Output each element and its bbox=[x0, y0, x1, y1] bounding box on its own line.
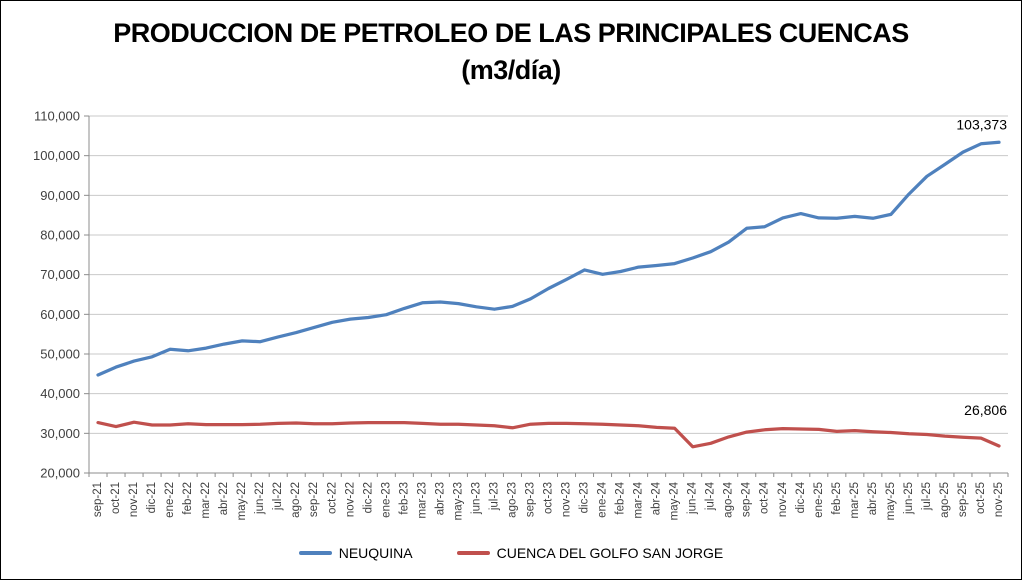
y-tick-label: 70,000 bbox=[40, 267, 80, 282]
x-tick-label: ago-22 bbox=[290, 482, 302, 518]
y-tick-label: 60,000 bbox=[40, 307, 80, 322]
x-tick-label: ene-23 bbox=[380, 482, 392, 518]
data-label: 26,806 bbox=[964, 402, 1007, 418]
x-tick-label: nov-24 bbox=[777, 481, 789, 517]
legend-label-neuquina: NEUQUINA bbox=[338, 545, 413, 561]
gridlines bbox=[89, 115, 1008, 434]
x-tick-label: sep-22 bbox=[308, 482, 320, 517]
axes bbox=[84, 115, 1009, 477]
x-tick-label: jul-24 bbox=[705, 481, 717, 511]
x-tick-label: oct-23 bbox=[543, 482, 555, 514]
x-tick-label: nov-21 bbox=[128, 482, 140, 517]
x-tick-label: ago-25 bbox=[939, 482, 951, 518]
y-tick-label: 80,000 bbox=[40, 228, 80, 243]
x-tick-label: mar-24 bbox=[633, 481, 645, 518]
legend: NEUQUINA CUENCA DEL GOLFO SAN JORGE bbox=[1, 545, 1021, 561]
x-tick-label: mar-25 bbox=[849, 482, 861, 518]
x-tick-label: sep-24 bbox=[741, 481, 753, 517]
x-tick-label: dic-21 bbox=[146, 482, 158, 513]
y-tick-label: 40,000 bbox=[40, 386, 80, 401]
x-tick-label: ago-24 bbox=[723, 481, 735, 517]
x-tick-label: may-24 bbox=[669, 481, 681, 520]
legend-line-swatch-golfo-san-jorge bbox=[456, 551, 490, 555]
x-tick-label: feb-22 bbox=[182, 482, 194, 515]
data-labels: 103,373 26,806 bbox=[956, 116, 1007, 418]
x-tick-label: jul-25 bbox=[921, 482, 933, 511]
x-tick-label: nov-23 bbox=[561, 482, 573, 517]
legend-line-swatch-neuquina bbox=[298, 551, 332, 555]
x-tick-label: may-22 bbox=[236, 482, 248, 520]
chart-title-line2: (m3/día) bbox=[461, 55, 561, 85]
x-tick-label: feb-25 bbox=[831, 482, 843, 515]
legend-label-golfo-san-jorge: CUENCA DEL GOLFO SAN JORGE bbox=[496, 545, 724, 561]
x-tick-label: oct-25 bbox=[975, 482, 987, 514]
legend-item-neuquina: NEUQUINA bbox=[298, 545, 413, 561]
legend-item-golfo-san-jorge: CUENCA DEL GOLFO SAN JORGE bbox=[456, 545, 724, 561]
x-tick-label: dic-23 bbox=[579, 482, 591, 513]
x-tick-label: nov-25 bbox=[993, 482, 1005, 517]
x-tick-label: feb-24 bbox=[615, 481, 627, 514]
x-tick-label: ene-22 bbox=[164, 482, 176, 518]
y-tick-label: 100,000 bbox=[33, 148, 80, 163]
x-tick-label: jun-24 bbox=[687, 481, 699, 515]
x-tick-label: sep-21 bbox=[92, 482, 104, 517]
x-tick-label: mar-22 bbox=[200, 482, 212, 518]
x-axis-labels: sep-21 oct-21 nov-21 dic-21 ene-22 feb-22 mar-… bbox=[92, 481, 1005, 520]
x-tick-label: dic-24 bbox=[795, 481, 807, 513]
chart-title: PRODUCCION DE PETROLEO DE LAS PRINCIPALE… bbox=[1, 15, 1021, 89]
x-tick-label: abr-23 bbox=[434, 482, 446, 515]
x-tick-label: sep-25 bbox=[957, 482, 969, 517]
x-tick-label: sep-23 bbox=[524, 482, 536, 517]
x-tick-label: feb-23 bbox=[398, 482, 410, 515]
data-label: 103,373 bbox=[956, 116, 1007, 132]
x-tick-label: ene-25 bbox=[813, 482, 825, 518]
x-tick-label: mar-23 bbox=[416, 482, 428, 518]
x-tick-label: ene-24 bbox=[597, 481, 609, 517]
y-tick-label: 90,000 bbox=[40, 188, 80, 203]
x-tick-label: oct-24 bbox=[759, 481, 771, 514]
x-tick-label: ago-23 bbox=[506, 482, 518, 518]
x-tick-label: nov-22 bbox=[344, 482, 356, 517]
y-tick-label: 30,000 bbox=[40, 426, 80, 441]
x-tick-label: jun-22 bbox=[254, 482, 266, 515]
x-tick-label: jun-25 bbox=[903, 482, 915, 515]
series-line-neuquina bbox=[96, 140, 1001, 377]
x-tick-label: abr-24 bbox=[651, 481, 663, 515]
series-lines bbox=[96, 140, 1001, 449]
chart-title-line1: PRODUCCION DE PETROLEO DE LAS PRINCIPALE… bbox=[113, 18, 909, 48]
y-axis-labels: 20,000 30,000 40,000 50,000 60,000 70,000 80,0… bbox=[33, 109, 80, 481]
y-tick-label: 50,000 bbox=[40, 347, 80, 362]
series-line-cuenca-del-golfo-san-jorge bbox=[96, 420, 1001, 449]
x-tick-label: jul-23 bbox=[488, 482, 500, 511]
x-tick-label: dic-22 bbox=[362, 482, 374, 513]
y-tick-label: 110,000 bbox=[34, 109, 80, 124]
x-tick-label: abr-22 bbox=[218, 482, 230, 515]
x-tick-label: abr-25 bbox=[867, 482, 879, 515]
x-tick-label: jun-23 bbox=[470, 482, 482, 515]
x-tick-label: may-25 bbox=[885, 482, 897, 520]
x-tick-label: oct-21 bbox=[110, 482, 122, 514]
x-tick-label: oct-22 bbox=[326, 482, 338, 514]
x-tick-label: may-23 bbox=[452, 482, 464, 520]
y-tick-label: 20,000 bbox=[40, 466, 80, 481]
x-tick-label: jul-22 bbox=[272, 482, 284, 511]
